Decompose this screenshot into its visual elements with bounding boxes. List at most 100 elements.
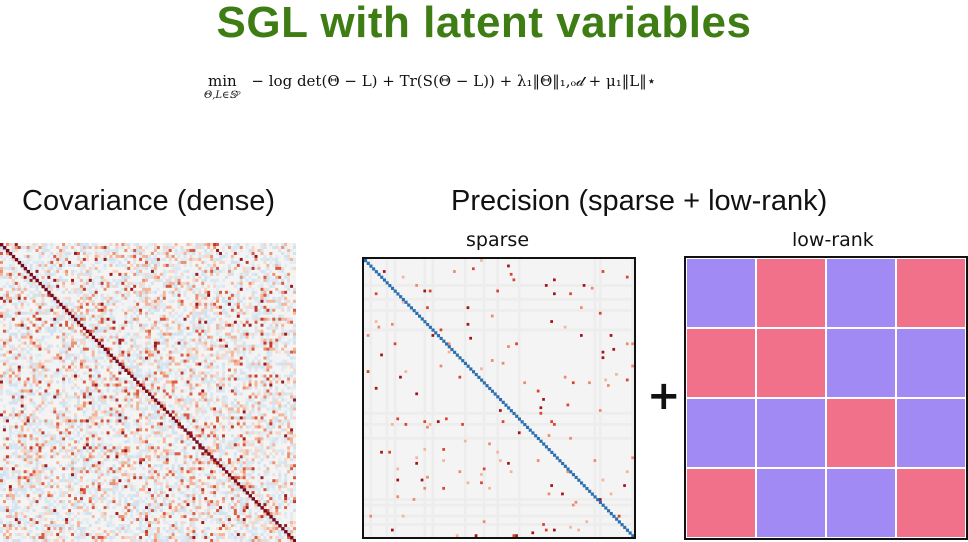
covariance-cell: [189, 332, 193, 336]
covariance-cell: [171, 386, 175, 390]
covariance-cell: [230, 243, 235, 247]
covariance-cell: [38, 326, 42, 330]
covariance-cell: [186, 368, 190, 372]
covariance-cell: [133, 371, 137, 375]
covariance-cell: [186, 305, 190, 309]
covariance-cell: [11, 311, 15, 315]
covariance-cell: [91, 380, 95, 384]
covariance-cell: [171, 338, 175, 342]
covariance-cell: [148, 326, 152, 330]
covariance-cell: [85, 356, 89, 360]
covariance-cell: [50, 281, 54, 286]
covariance-cell: [150, 284, 155, 289]
covariance-cell: [213, 320, 217, 324]
covariance-cell: [124, 359, 128, 363]
covariance-cell: [219, 275, 223, 280]
covariance-cell: [79, 302, 84, 306]
covariance-cell: [68, 383, 72, 387]
covariance-cell: [210, 347, 214, 351]
covariance-cell: [11, 263, 15, 268]
covariance-cell: [62, 311, 66, 315]
covariance-cell: [204, 290, 208, 295]
covariance-cell: [272, 302, 276, 306]
covariance-cell: [156, 272, 161, 277]
covariance-cell: [290, 368, 294, 372]
covariance-cell: [115, 323, 119, 327]
covariance-cell: [227, 299, 232, 303]
covariance-cell: [251, 356, 255, 360]
covariance-cell: [213, 248, 217, 253]
covariance-cell: [257, 317, 261, 321]
covariance-cell: [159, 329, 163, 333]
covariance-cell: [85, 287, 89, 292]
covariance-cell: [189, 314, 193, 318]
covariance-cell: [263, 305, 267, 309]
covariance-cell: [248, 275, 252, 280]
covariance-cell: [5, 299, 10, 303]
covariance-cell: [112, 341, 116, 345]
covariance-cell: [127, 254, 131, 259]
covariance-cell: [150, 365, 155, 369]
covariance-cell: [230, 266, 235, 271]
covariance-cell: [272, 362, 276, 366]
covariance-cell: [47, 341, 51, 345]
covariance-cell: [210, 317, 214, 321]
covariance-cell: [156, 365, 161, 369]
covariance-cell: [180, 260, 184, 265]
covariance-cell: [35, 243, 39, 247]
covariance-cell: [251, 266, 255, 271]
covariance-cell: [251, 347, 255, 351]
covariance-cell: [103, 305, 107, 309]
covariance-cell: [284, 245, 288, 250]
covariance-cell: [290, 374, 294, 378]
covariance-cell: [242, 305, 246, 309]
covariance-cell: [29, 287, 33, 292]
covariance-cell: [222, 368, 226, 372]
covariance-cell: [248, 389, 252, 393]
covariance-cell: [269, 320, 273, 324]
covariance-cell: [272, 365, 276, 369]
covariance-cell: [62, 266, 66, 271]
covariance-cell: [145, 335, 149, 339]
covariance-cell: [251, 380, 255, 384]
covariance-cell: [153, 260, 158, 265]
covariance-cell: [85, 338, 89, 342]
covariance-cell: [260, 356, 264, 360]
covariance-cell: [44, 338, 48, 342]
covariance-cell: [224, 243, 229, 247]
covariance-cell: [14, 308, 18, 312]
covariance-cell: [145, 383, 149, 387]
covariance-cell: [100, 365, 104, 369]
covariance-cell: [8, 281, 13, 286]
covariance-cell: [79, 257, 84, 262]
covariance-cell: [201, 293, 205, 298]
covariance-cell: [159, 287, 163, 292]
covariance-cell: [91, 326, 95, 330]
covariance-cell: [171, 335, 175, 339]
covariance-cell: [192, 359, 196, 363]
covariance-cell: [145, 275, 149, 280]
covariance-cell: [41, 365, 45, 369]
covariance-cell: [136, 317, 140, 321]
covariance-cell: [20, 296, 24, 301]
covariance-cell: [88, 320, 92, 324]
covariance-cell: [47, 269, 51, 274]
covariance-cell: [35, 389, 39, 393]
covariance-cell: [23, 341, 27, 345]
covariance-cell: [109, 248, 113, 253]
covariance-cell: [233, 290, 237, 295]
covariance-cell: [59, 356, 63, 360]
covariance-cell: [269, 341, 273, 345]
covariance-cell: [136, 260, 140, 265]
covariance-cell: [139, 371, 143, 375]
covariance-cell: [118, 383, 122, 387]
covariance-cell: [121, 245, 125, 250]
covariance-cell: [145, 311, 149, 315]
covariance-cell: [183, 245, 187, 250]
covariance-cell: [62, 251, 66, 256]
covariance-cell: [159, 347, 163, 351]
covariance-cell: [290, 353, 294, 357]
covariance-cell: [156, 308, 161, 312]
covariance-cell: [112, 290, 116, 295]
covariance-cell: [281, 380, 285, 384]
